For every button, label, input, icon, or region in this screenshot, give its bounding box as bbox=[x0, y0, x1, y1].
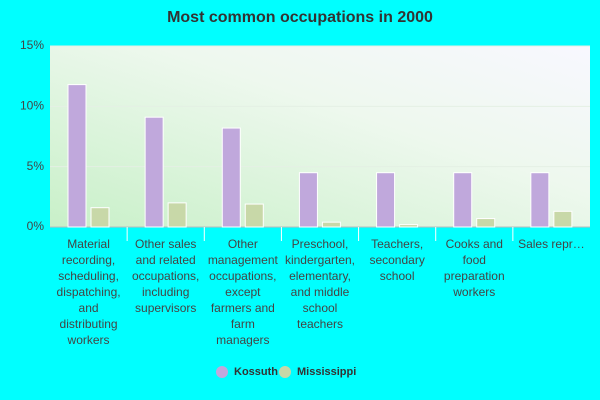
bar bbox=[453, 172, 473, 228]
bar bbox=[376, 172, 396, 228]
bar bbox=[167, 202, 187, 228]
x-tick-label: Teachers, secondary school bbox=[369, 237, 425, 283]
bar bbox=[244, 203, 264, 228]
legend-label: Mississippi bbox=[297, 366, 356, 378]
legend-swatch bbox=[216, 366, 228, 378]
bar bbox=[530, 172, 550, 228]
bar bbox=[321, 221, 341, 228]
legend-label: Kossuth bbox=[234, 366, 278, 378]
bar bbox=[221, 127, 241, 228]
x-tick-label: Material recording, scheduling, dispatch… bbox=[56, 237, 121, 347]
y-tick-label: 10% bbox=[20, 99, 44, 113]
bar bbox=[90, 207, 110, 228]
y-tick-label: 0% bbox=[27, 219, 45, 233]
bar bbox=[67, 84, 87, 228]
x-tick-label: Other sales and related occupations, inc… bbox=[132, 237, 200, 315]
bar bbox=[144, 116, 164, 228]
bar bbox=[399, 224, 419, 228]
y-tick-label: 15% bbox=[20, 38, 44, 52]
y-tick-label: 5% bbox=[27, 159, 45, 173]
bar bbox=[476, 218, 496, 228]
plot-area bbox=[50, 46, 590, 227]
bar bbox=[553, 210, 573, 228]
legend-swatch bbox=[279, 366, 291, 378]
x-tick-label: Cooks and food preparation workers bbox=[443, 237, 505, 299]
chart-title: Most common occupations in 2000 bbox=[167, 9, 433, 26]
x-tick-label: Preschool, kindergarten, elementary, and… bbox=[284, 237, 356, 331]
bar bbox=[298, 172, 318, 228]
x-tick-label: Other management occupations, except far… bbox=[207, 237, 278, 347]
x-tick-label: Sales repr… bbox=[518, 237, 585, 251]
